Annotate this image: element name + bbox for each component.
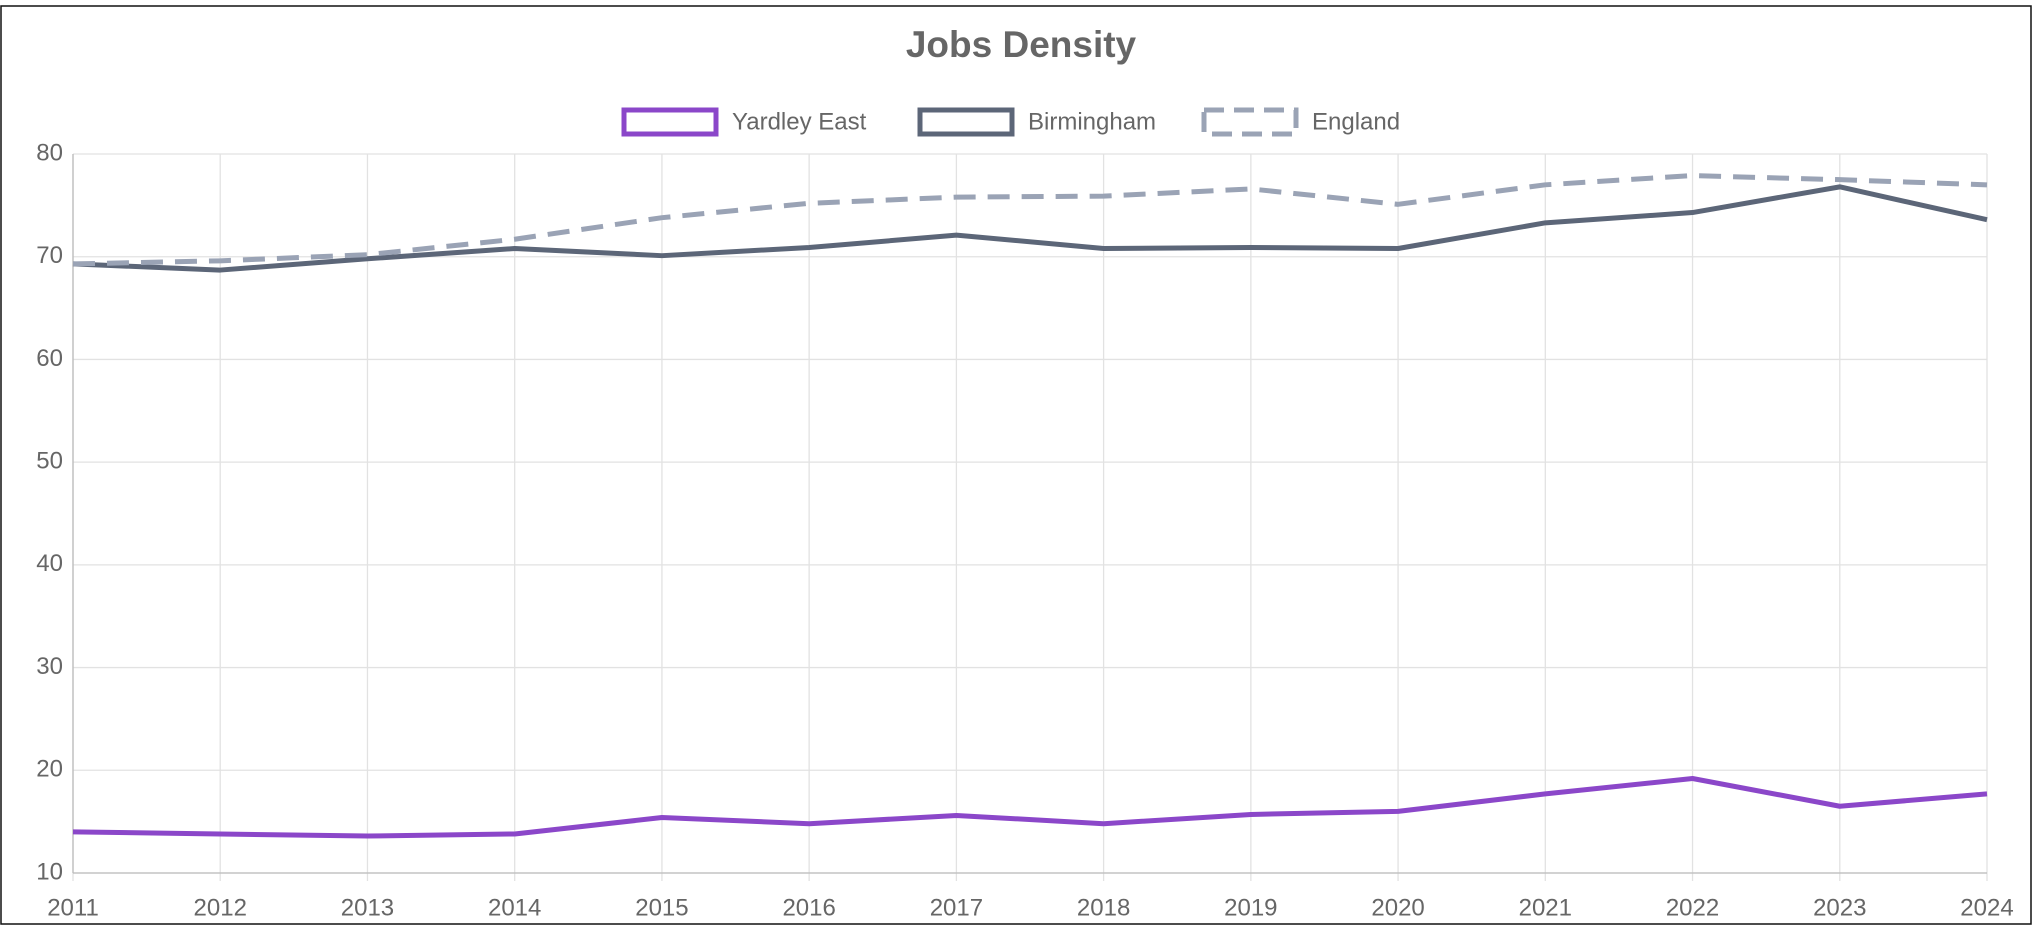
series-line [72,776,1988,839]
legend-label: Yardley East [732,108,867,135]
series-line [72,184,1988,273]
y-tick-label: 60 [36,345,63,372]
x-tick-label: 2021 [1519,894,1572,921]
x-tick-label: 2016 [782,894,835,921]
x-tick-label: 2014 [488,894,541,921]
x-tick-label: 2022 [1666,894,1719,921]
legend-swatch [917,107,1015,137]
y-tick-label: 30 [36,653,63,680]
x-tick-label: 2017 [930,894,983,921]
x-tick-label: 2019 [1224,894,1277,921]
y-tick-label: 70 [36,242,63,269]
y-tick-label: 80 [36,139,63,166]
chart-title: Jobs Density [906,24,1137,65]
y-tick-label: 50 [36,447,63,474]
legend-swatch [621,107,719,137]
y-tick-label: 20 [36,756,63,783]
y-tick-label: 40 [36,550,63,577]
x-tick-label: 2024 [1960,894,2013,921]
x-tick-label: 2020 [1371,894,1424,921]
x-tick-label: 2015 [635,894,688,921]
legend-label: England [1312,108,1400,135]
y-tick-label: 10 [36,858,63,885]
x-tick-label: 2011 [47,894,99,921]
series-line [72,173,1988,267]
x-tick-label: 2013 [341,894,394,921]
legend-label: Birmingham [1028,108,1156,135]
frame [0,5,2032,925]
x-tick-label: 2012 [194,894,247,921]
x-tick-label: 2018 [1077,894,1130,921]
legend-swatch [1201,107,1299,137]
x-tick-label: 2023 [1813,894,1866,921]
